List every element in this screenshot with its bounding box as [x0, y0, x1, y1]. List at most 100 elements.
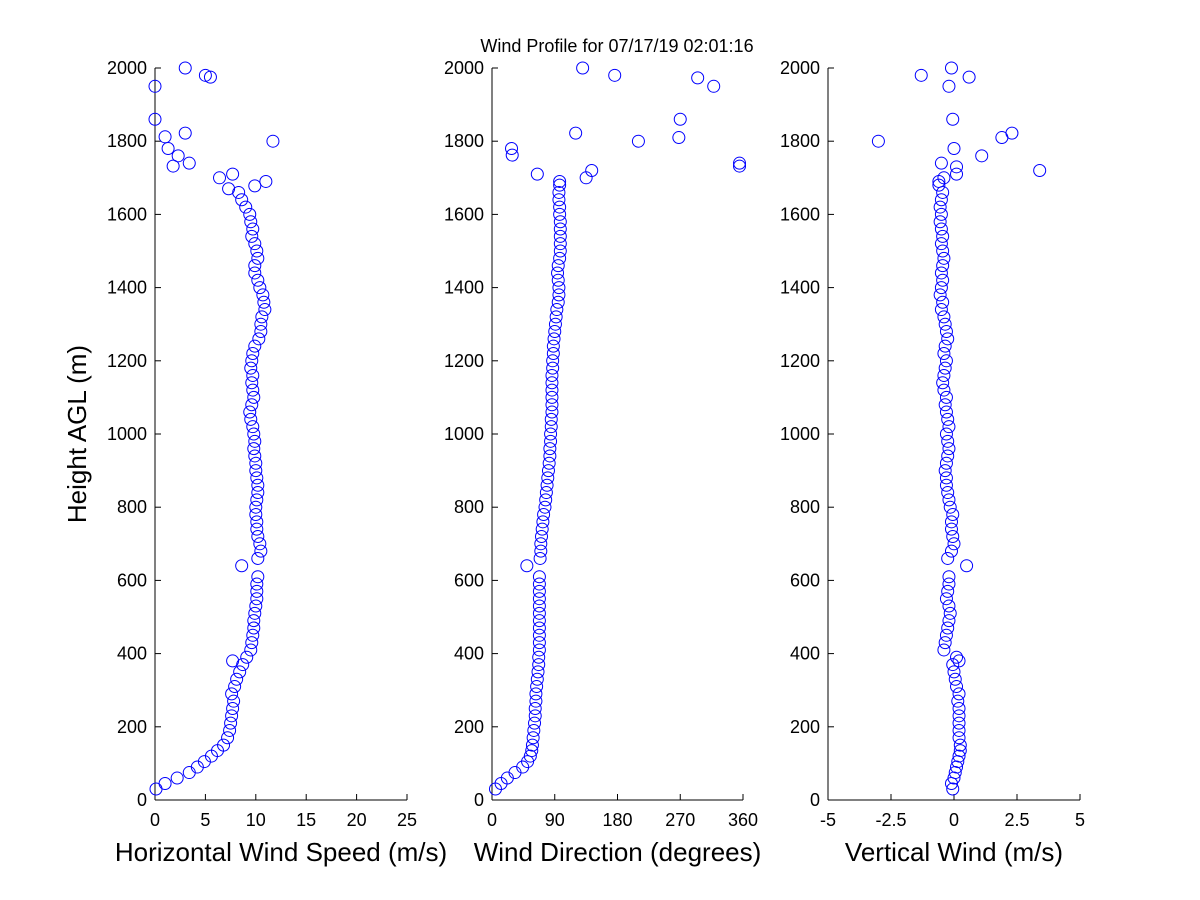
- data-point: [226, 702, 240, 715]
- data-point: [937, 383, 951, 397]
- data-point: [553, 237, 567, 251]
- data-point: [941, 434, 955, 448]
- y-tick-label: 2000: [780, 58, 820, 78]
- data-point: [947, 537, 961, 551]
- data-point: [541, 464, 555, 478]
- data-point: [942, 614, 956, 628]
- data-point: [248, 339, 262, 353]
- data-point: [528, 702, 542, 715]
- data-point: [938, 317, 952, 331]
- y-tick-label: 400: [117, 644, 147, 664]
- data-point: [158, 130, 172, 144]
- data-point: [934, 156, 948, 170]
- y-tick-label: 200: [117, 717, 147, 737]
- data-point: [171, 149, 185, 163]
- data-point: [530, 672, 544, 686]
- data-point: [222, 182, 236, 196]
- data-point: [942, 599, 956, 613]
- y-tick-label: 200: [790, 717, 820, 737]
- data-point: [532, 628, 546, 642]
- data-point: [934, 193, 948, 207]
- data-point: [937, 643, 951, 657]
- data-point: [532, 650, 546, 664]
- x-tick-label: 10: [246, 810, 266, 830]
- data-point: [244, 215, 258, 229]
- data-point: [939, 405, 953, 419]
- data-point: [253, 537, 267, 551]
- data-point: [246, 222, 260, 236]
- data-point: [937, 171, 951, 185]
- data-point: [937, 310, 951, 324]
- data-point: [939, 478, 953, 492]
- data-point: [248, 237, 262, 251]
- data-point: [941, 584, 955, 598]
- data-point: [553, 222, 567, 236]
- data-point: [257, 295, 271, 309]
- data-point: [541, 471, 555, 485]
- data-point: [534, 537, 548, 551]
- data-point: [545, 398, 559, 412]
- data-point: [552, 281, 566, 295]
- y-tick-label: 600: [454, 570, 484, 590]
- data-point: [946, 112, 960, 126]
- data-point: [546, 346, 560, 360]
- data-point: [933, 200, 947, 214]
- x-tick-label: 15: [296, 810, 316, 830]
- data-point: [933, 215, 947, 229]
- data-point: [546, 339, 560, 353]
- data-point: [939, 325, 953, 339]
- data-point: [217, 738, 231, 752]
- data-point: [243, 405, 257, 419]
- data-point: [505, 142, 519, 156]
- x-tick-label: -2.5: [875, 810, 906, 830]
- data-point: [691, 71, 705, 85]
- data-point: [149, 782, 163, 796]
- data-point: [158, 777, 172, 791]
- data-point: [946, 658, 960, 672]
- data-point: [952, 723, 966, 737]
- data-point: [248, 179, 262, 193]
- data-point: [553, 200, 567, 214]
- data-point: [244, 643, 258, 657]
- data-point: [551, 273, 565, 287]
- data-point: [948, 672, 962, 686]
- data-point: [548, 317, 562, 331]
- data-point: [250, 522, 264, 536]
- data-point: [247, 390, 261, 404]
- data-point: [532, 606, 546, 620]
- data-point: [235, 559, 249, 573]
- data-point: [934, 303, 948, 317]
- data-point: [247, 614, 261, 628]
- data-point: [936, 185, 950, 199]
- data-point: [871, 134, 885, 148]
- data-point: [232, 185, 246, 199]
- data-point: [251, 570, 265, 584]
- data-point: [939, 390, 953, 404]
- x-tick-label: 0: [949, 810, 959, 830]
- data-point: [576, 61, 590, 75]
- data-point: [544, 427, 558, 441]
- data-point: [245, 376, 259, 390]
- data-point: [953, 744, 967, 758]
- data-point: [946, 529, 960, 543]
- data-point: [528, 716, 542, 730]
- data-point: [251, 251, 265, 265]
- data-point: [631, 134, 645, 148]
- data-point: [942, 570, 956, 584]
- data-point: [952, 731, 966, 745]
- x-tick-label: 5: [200, 810, 210, 830]
- data-point: [941, 551, 955, 565]
- data-point: [934, 222, 948, 236]
- data-point: [553, 251, 567, 265]
- data-point: [551, 266, 565, 280]
- data-point: [950, 650, 964, 664]
- data-point: [532, 599, 546, 613]
- data-point: [245, 229, 259, 243]
- data-point: [946, 782, 960, 796]
- x-axis-label: Wind Direction (degrees): [474, 837, 762, 867]
- data-point: [733, 159, 747, 173]
- x-tick-label: 20: [347, 810, 367, 830]
- data-point: [251, 478, 265, 492]
- data-point: [950, 167, 964, 181]
- data-point: [951, 694, 965, 708]
